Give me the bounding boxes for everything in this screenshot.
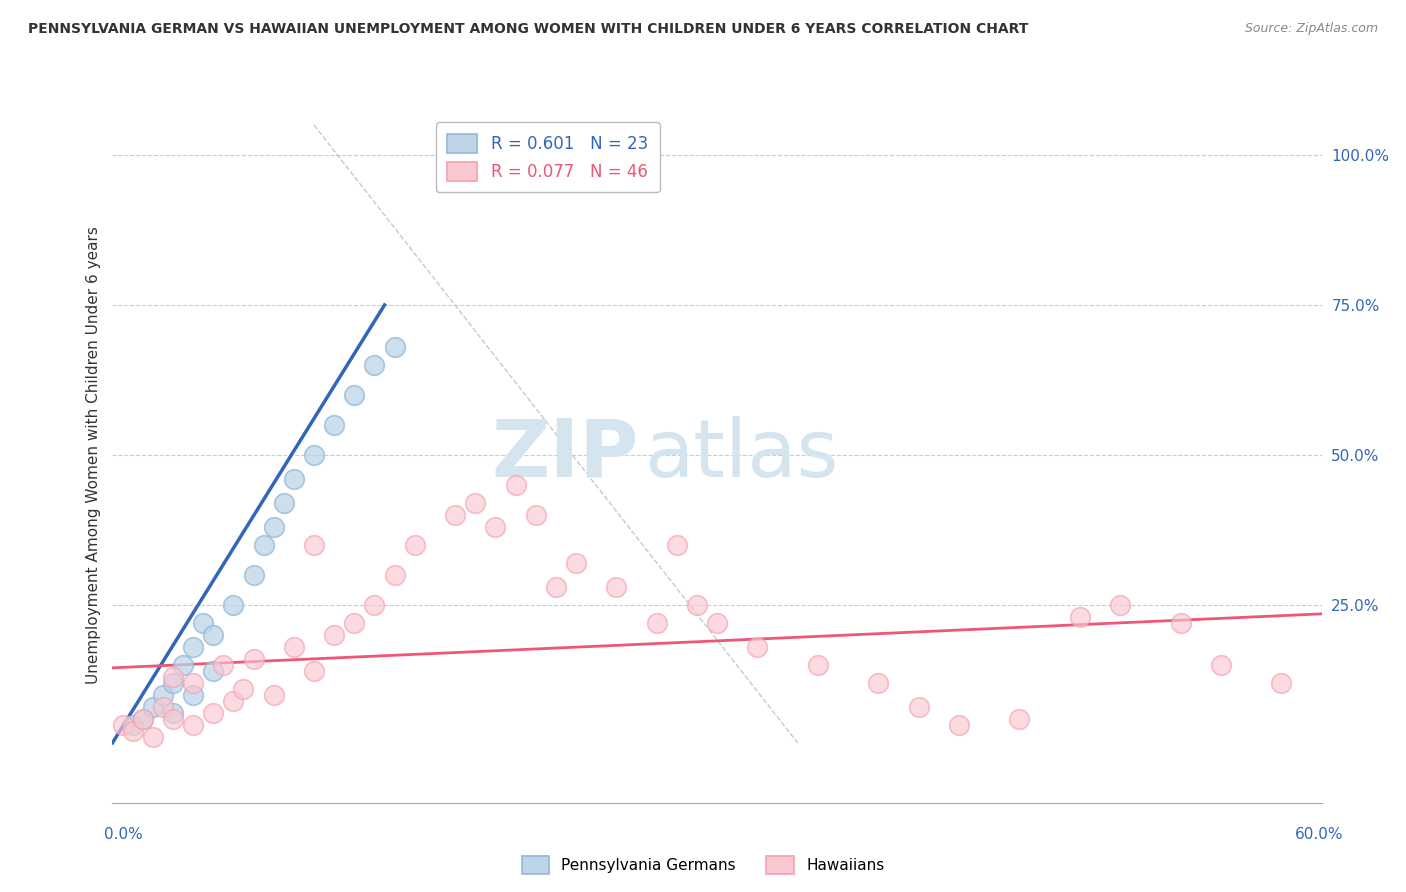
Point xyxy=(1008,712,1031,726)
Point xyxy=(162,670,184,684)
Point xyxy=(363,358,385,372)
Point xyxy=(222,598,245,612)
Point xyxy=(212,657,235,672)
Point xyxy=(121,718,143,732)
Point xyxy=(121,723,143,738)
Point xyxy=(253,538,276,552)
Point xyxy=(162,676,184,690)
Point xyxy=(404,538,426,552)
Y-axis label: Unemployment Among Women with Children Under 6 years: Unemployment Among Women with Children U… xyxy=(86,226,101,684)
Point xyxy=(302,538,325,552)
Text: ZIP: ZIP xyxy=(491,416,638,494)
Legend: R = 0.601   N = 23, R = 0.077   N = 46: R = 0.601 N = 23, R = 0.077 N = 46 xyxy=(436,122,659,193)
Point xyxy=(1270,676,1292,690)
Point xyxy=(323,417,346,432)
Point xyxy=(544,580,567,594)
Point xyxy=(202,628,225,642)
Point xyxy=(283,640,305,654)
Point xyxy=(302,448,325,462)
Point xyxy=(302,664,325,678)
Point xyxy=(162,706,184,720)
Point xyxy=(132,712,155,726)
Point xyxy=(605,580,627,594)
Point xyxy=(343,615,366,630)
Point xyxy=(484,520,506,534)
Point xyxy=(565,556,588,570)
Point xyxy=(181,640,204,654)
Point xyxy=(464,496,486,510)
Point xyxy=(181,676,204,690)
Point xyxy=(263,688,285,702)
Point xyxy=(181,688,204,702)
Point xyxy=(142,730,165,744)
Point xyxy=(283,472,305,486)
Text: PENNSYLVANIA GERMAN VS HAWAIIAN UNEMPLOYMENT AMONG WOMEN WITH CHILDREN UNDER 6 Y: PENNSYLVANIA GERMAN VS HAWAIIAN UNEMPLOY… xyxy=(28,22,1029,37)
Point xyxy=(181,718,204,732)
Point xyxy=(202,664,225,678)
Point xyxy=(665,538,688,552)
Point xyxy=(202,706,225,720)
Point xyxy=(807,657,830,672)
Point xyxy=(1170,615,1192,630)
Point xyxy=(172,657,194,672)
Legend: Pennsylvania Germans, Hawaiians: Pennsylvania Germans, Hawaiians xyxy=(516,850,890,880)
Point xyxy=(868,676,890,690)
Point xyxy=(242,652,264,666)
Point xyxy=(142,699,165,714)
Point xyxy=(323,628,346,642)
Point xyxy=(384,567,406,582)
Point xyxy=(706,615,728,630)
Point xyxy=(242,567,264,582)
Point xyxy=(263,520,285,534)
Point xyxy=(1069,610,1091,624)
Point xyxy=(273,496,295,510)
Point xyxy=(505,478,527,492)
Point xyxy=(162,712,184,726)
Text: Source: ZipAtlas.com: Source: ZipAtlas.com xyxy=(1244,22,1378,36)
Point xyxy=(444,508,467,522)
Text: 0.0%: 0.0% xyxy=(104,827,143,841)
Point xyxy=(645,615,668,630)
Point xyxy=(524,508,547,522)
Point xyxy=(907,699,929,714)
Point xyxy=(343,388,366,402)
Text: 60.0%: 60.0% xyxy=(1295,827,1343,841)
Point xyxy=(232,681,254,696)
Point xyxy=(222,694,245,708)
Text: atlas: atlas xyxy=(644,416,839,494)
Point xyxy=(1109,598,1132,612)
Point xyxy=(384,340,406,354)
Point xyxy=(132,712,155,726)
Point xyxy=(1209,657,1232,672)
Point xyxy=(152,699,174,714)
Point xyxy=(363,598,385,612)
Point xyxy=(111,718,134,732)
Point xyxy=(191,615,214,630)
Point xyxy=(948,718,970,732)
Point xyxy=(686,598,709,612)
Point xyxy=(152,688,174,702)
Point xyxy=(747,640,769,654)
